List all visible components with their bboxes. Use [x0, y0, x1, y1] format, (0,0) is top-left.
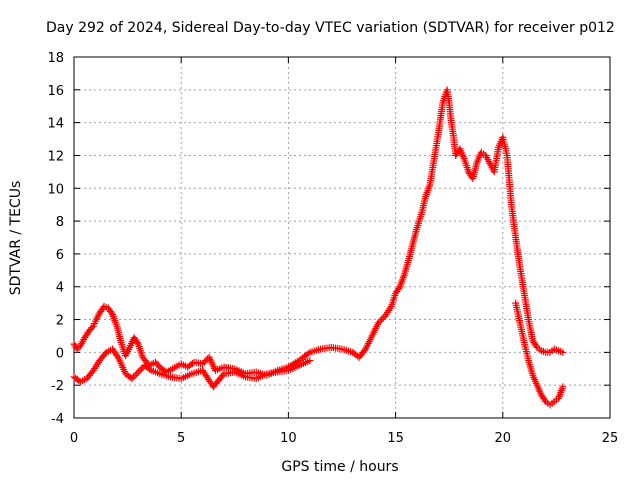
- x-tick-label: 15: [387, 431, 404, 446]
- data-point: [374, 319, 382, 327]
- y-tick-label: 0: [56, 346, 64, 361]
- data-point: [131, 371, 139, 379]
- data-point: [146, 365, 154, 373]
- data-point: [88, 368, 96, 376]
- y-tick-label: 8: [56, 215, 64, 230]
- data-point: [376, 317, 384, 325]
- y-tick-label: -4: [51, 412, 64, 427]
- axes: 0 5 10 15 20 25 -4 -2 0 2 4 6 8 10 12 14 16 18: [47, 51, 618, 446]
- data-point: [532, 342, 540, 350]
- data-point: [75, 343, 83, 351]
- data-point: [306, 357, 314, 365]
- data-point: [108, 309, 116, 317]
- data-point: [133, 370, 141, 378]
- data-points: [70, 86, 567, 409]
- data-point: [378, 316, 386, 324]
- x-axis-label: GPS time / hours: [281, 459, 398, 475]
- y-tick-label: 4: [56, 281, 64, 296]
- data-point: [134, 368, 142, 376]
- x-tick-label: 0: [70, 431, 78, 446]
- x-tick-label: 5: [177, 431, 185, 446]
- chart-title: Day 292 of 2024, Sidereal Day-to-day VTE…: [46, 20, 615, 36]
- data-point: [200, 358, 208, 366]
- data-point: [395, 284, 403, 292]
- y-axis-label: SDTVAR / TECUs: [8, 181, 24, 296]
- data-point: [88, 324, 96, 332]
- y-tick-label: 6: [56, 248, 64, 263]
- y-tick-label: 2: [56, 314, 64, 329]
- y-tick-label: 12: [47, 149, 64, 164]
- data-point: [559, 383, 567, 391]
- y-tick-label: 16: [47, 84, 64, 99]
- data-point: [73, 345, 81, 353]
- y-tick-label: 14: [47, 117, 64, 132]
- data-point: [138, 365, 146, 373]
- y-tick-label: 10: [47, 182, 64, 197]
- y-tick-label: 18: [47, 51, 64, 66]
- data-point: [129, 373, 137, 381]
- data-point: [188, 359, 196, 367]
- x-tick-label: 10: [280, 431, 297, 446]
- data-point: [379, 314, 387, 322]
- data-point: [541, 396, 549, 404]
- data-point: [360, 347, 368, 355]
- data-point: [133, 339, 141, 347]
- x-tick-label: 25: [602, 431, 619, 446]
- data-point: [128, 375, 136, 383]
- plot-frame: [73, 56, 611, 419]
- data-point: [199, 360, 207, 368]
- x-tick-label: 20: [495, 431, 512, 446]
- y-tick-label: -2: [51, 379, 64, 394]
- data-point: [136, 366, 144, 374]
- data-point: [559, 348, 567, 356]
